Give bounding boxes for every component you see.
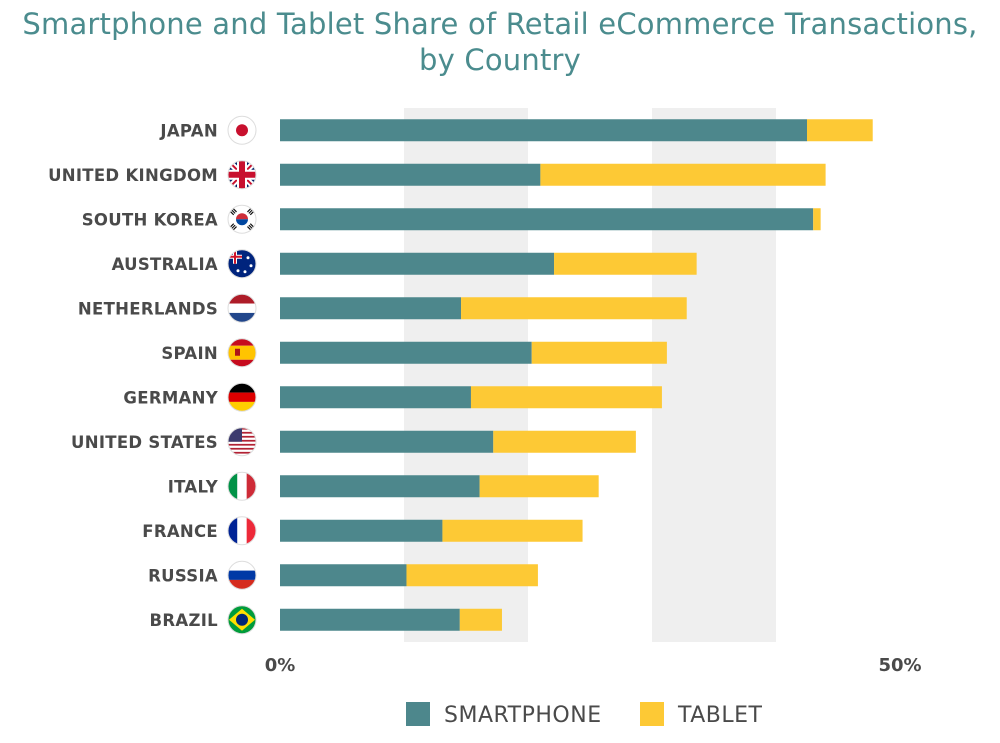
bar-tablet-spain [531,341,667,364]
germany-flag [228,383,256,412]
grid-band [528,108,652,642]
category-labels: JAPAN UNITED KINGDOM SOUTH KOREA AUSTRALIA N… [48,121,219,630]
category-label: ITALY [168,477,219,496]
bar-smartphone-united-kingdom [280,163,541,186]
bar-tablet-italy [479,475,599,498]
grid-band [776,108,900,642]
bar-tablet-australia [554,252,697,275]
category-label: BRAZIL [150,611,219,630]
x-tick-label: 0% [265,655,296,676]
bar-smartphone-netherlands [280,297,462,320]
category-label: UNITED KINGDOM [48,166,218,185]
legend-swatch-smartphone [406,702,430,726]
x-tick-label: 50% [878,655,921,676]
brazil-flag [228,605,256,634]
bar-tablet-russia [406,564,538,587]
bar-tablet-netherlands [461,297,687,320]
us-flag [228,427,256,456]
category-label: SOUTH KOREA [82,210,218,229]
category-label: SPAIN [161,344,218,363]
legend: SMARTPHONE TABLET [406,702,763,728]
chart-title-line-1: Smartphone and Tablet Share of Retail eC… [22,7,978,41]
bar-tablet-france [442,519,583,542]
italy-flag [228,472,256,501]
bar-smartphone-japan [280,119,807,142]
chart-title: Smartphone and Tablet Share of Retail eC… [0,6,1000,78]
legend-label-tablet: TABLET [677,703,763,728]
legend-label-smartphone: SMARTPHONE [444,703,602,728]
russia-flag [228,561,256,590]
bar-tablet-germany [470,386,662,409]
category-label: UNITED STATES [71,433,218,452]
grid-band [404,108,528,642]
grid-band [280,108,404,642]
legend-swatch-tablet [640,702,664,726]
bar-smartphone-italy [280,475,480,498]
bar-smartphone-spain [280,341,532,364]
category-label: NETHERLANDS [78,299,218,318]
category-label: FRANCE [142,522,218,541]
bar-tablet-united-kingdom [540,163,826,186]
bar-tablet-united-states [493,430,636,453]
chart-title-line-2: by Country [419,43,581,77]
bar-smartphone-brazil [280,608,460,631]
bars [280,119,873,631]
bar-tablet-japan [807,119,873,142]
uk-flag [228,160,256,189]
bar-smartphone-south-korea [280,208,814,231]
category-label: JAPAN [159,121,218,140]
japan-flag [228,116,256,145]
bar-smartphone-united-states [280,430,494,453]
bar-smartphone-australia [280,252,555,275]
france-flag [228,516,256,545]
bar-tablet-south-korea [813,208,821,231]
x-axis-ticks: 0% 50% [265,655,922,676]
bar-tablet-brazil [459,608,502,631]
bar-smartphone-france [280,519,443,542]
spain-flag [228,338,256,367]
category-label: AUSTRALIA [112,255,218,274]
category-label: RUSSIA [148,566,218,585]
grid-bands [280,108,900,642]
netherlands-flag [228,294,256,323]
bar-smartphone-russia [280,564,407,587]
flags [227,115,257,635]
category-label: GERMANY [123,388,218,407]
grid-band [652,108,776,642]
bar-smartphone-germany [280,386,471,409]
